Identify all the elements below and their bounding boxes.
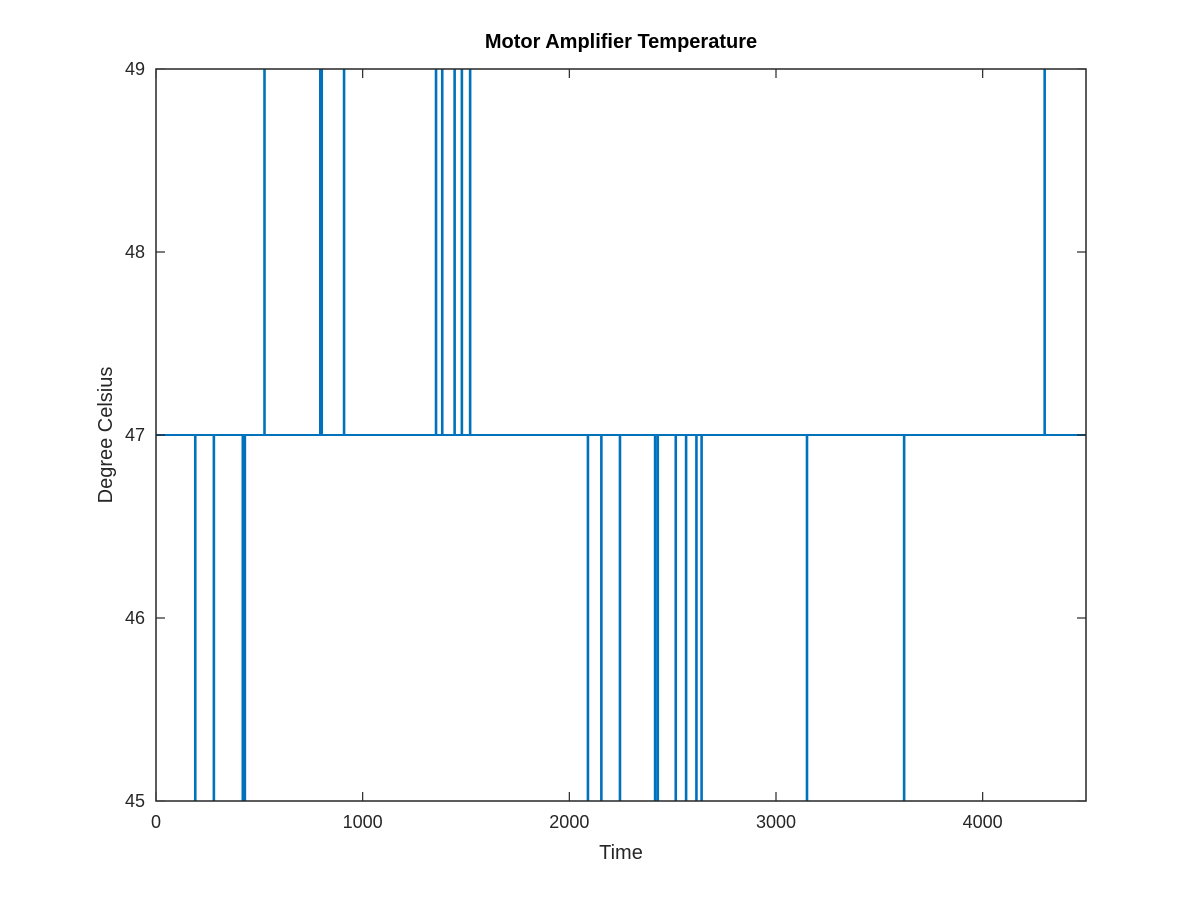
y-tick-label: 46 [125,608,145,628]
chart-title: Motor Amplifier Temperature [485,31,757,53]
x-tick-label: 0 [151,812,161,832]
y-tick-label: 48 [125,242,145,262]
x-axis-label: Time [599,842,643,864]
x-axis-ticks: 0 1000 2000 3000 4000 [151,69,1003,832]
x-tick-label: 4000 [963,812,1003,832]
x-tick-label: 1000 [343,812,383,832]
y-tick-label: 47 [125,425,145,445]
y-axis-ticks: 45 46 47 48 49 [125,59,1086,811]
x-tick-label: 2000 [549,812,589,832]
series-layer [156,69,1086,801]
y-tick-label: 49 [125,59,145,79]
y-tick-label: 45 [125,791,145,811]
y-axis-label: Degree Celsius [95,367,117,504]
x-tick-label: 3000 [756,812,796,832]
